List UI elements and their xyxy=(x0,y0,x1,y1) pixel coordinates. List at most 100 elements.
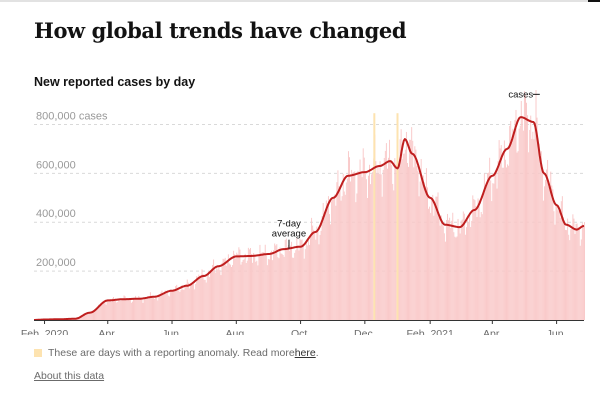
daily-bar xyxy=(438,216,440,320)
daily-bar xyxy=(413,167,415,320)
daily-bar xyxy=(417,171,419,320)
daily-bar xyxy=(502,167,504,320)
daily-bar xyxy=(469,215,471,320)
daily-bar xyxy=(509,125,511,320)
daily-bar xyxy=(109,299,111,320)
page-title: How global trends have changed xyxy=(34,18,407,43)
daily-bar xyxy=(519,125,521,320)
daily-bar xyxy=(149,292,151,320)
annotations: 7-dayaverageNewcases xyxy=(272,90,540,249)
daily-bar xyxy=(411,127,413,320)
daily-bar xyxy=(359,159,361,320)
daily-bar xyxy=(488,172,490,320)
y-tick-label: 200,000 xyxy=(36,257,76,269)
daily-bar xyxy=(531,138,533,320)
daily-bar xyxy=(261,252,263,320)
daily-bar xyxy=(486,184,487,320)
daily-bar xyxy=(114,298,116,320)
daily-bar xyxy=(136,298,138,320)
daily-bar xyxy=(507,164,509,320)
daily-bar xyxy=(188,288,190,320)
daily-bar xyxy=(297,245,299,320)
daily-bar xyxy=(281,253,283,320)
daily-bar xyxy=(343,191,345,320)
daily-bar xyxy=(321,216,323,320)
daily-bar xyxy=(169,289,171,320)
daily-bar xyxy=(368,175,369,320)
daily-bar xyxy=(390,159,392,320)
daily-bar xyxy=(541,169,543,320)
daily-bar xyxy=(548,186,550,320)
daily-bar xyxy=(192,284,193,320)
daily-bar xyxy=(333,196,335,320)
x-tick-label: Apr. xyxy=(483,328,502,335)
daily-bar xyxy=(273,250,275,320)
read-more-link[interactable]: here xyxy=(294,347,316,359)
daily-bar xyxy=(154,298,156,320)
daily-bar xyxy=(340,200,342,320)
daily-bar xyxy=(123,295,125,320)
daily-bar xyxy=(184,284,186,320)
x-tick-label: Apr. xyxy=(98,328,117,335)
daily-bar xyxy=(179,291,181,320)
daily-bar xyxy=(282,254,284,320)
daily-bar xyxy=(406,162,408,320)
daily-bar xyxy=(224,257,226,320)
daily-bar xyxy=(234,254,236,320)
daily-bar xyxy=(124,296,126,320)
daily-bar xyxy=(494,174,496,320)
daily-bar xyxy=(288,250,290,320)
daily-bar xyxy=(565,229,566,320)
daily-bar xyxy=(339,187,341,320)
daily-bar xyxy=(559,217,561,320)
daily-bar xyxy=(394,158,396,320)
daily-bar xyxy=(139,297,141,320)
daily-bar xyxy=(258,255,260,320)
daily-bar xyxy=(336,182,338,320)
daily-bar xyxy=(401,159,403,320)
daily-bar xyxy=(104,303,106,320)
daily-bar xyxy=(556,206,558,320)
daily-bar xyxy=(570,229,572,320)
daily-bar xyxy=(405,131,407,320)
daily-bar xyxy=(566,230,568,320)
daily-bar xyxy=(512,128,514,320)
daily-bar xyxy=(563,221,565,320)
daily-bar xyxy=(126,298,128,320)
daily-bar xyxy=(327,196,329,320)
daily-bar xyxy=(410,139,412,320)
daily-bar xyxy=(85,313,87,320)
daily-bar xyxy=(229,264,231,320)
daily-bar xyxy=(428,208,430,320)
daily-bar xyxy=(299,238,301,320)
daily-bar xyxy=(476,217,478,320)
daily-bar xyxy=(364,171,366,320)
daily-bar xyxy=(249,248,251,320)
daily-bar xyxy=(352,172,354,320)
daily-bar xyxy=(79,318,81,320)
daily-bar xyxy=(286,246,288,320)
daily-bar xyxy=(382,169,384,320)
daily-bar xyxy=(135,295,137,320)
daily-bar xyxy=(266,265,268,320)
daily-bar xyxy=(156,297,158,320)
daily-bar xyxy=(526,102,527,320)
daily-bar xyxy=(311,217,313,320)
daily-bar xyxy=(232,265,234,320)
annotation-text: average xyxy=(272,229,306,240)
daily-bar xyxy=(337,170,339,320)
daily-bar xyxy=(271,250,273,320)
daily-bar xyxy=(342,173,344,320)
daily-bar xyxy=(110,301,112,320)
about-data-link[interactable]: About this data xyxy=(34,370,105,382)
daily-bar xyxy=(332,199,334,320)
daily-bar xyxy=(177,290,179,320)
daily-bar xyxy=(331,201,333,320)
daily-bar xyxy=(424,186,426,320)
daily-bar xyxy=(551,185,553,320)
daily-bar xyxy=(572,214,574,320)
daily-bar xyxy=(546,169,548,320)
daily-bar xyxy=(278,258,280,320)
daily-bar xyxy=(248,249,250,320)
daily-bar xyxy=(111,298,113,320)
